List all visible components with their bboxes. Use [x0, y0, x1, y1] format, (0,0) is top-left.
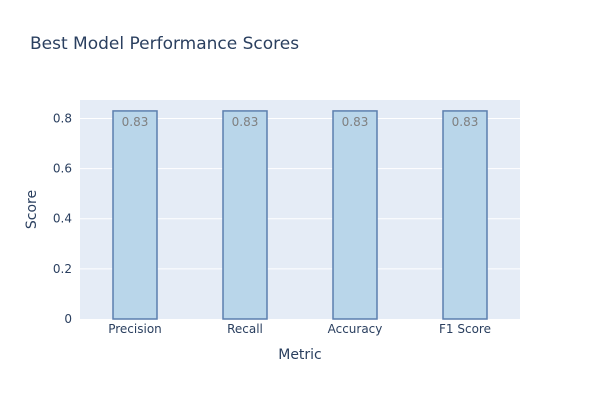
y-tick-label: 0.8 — [53, 111, 72, 125]
x-tick-label: Accuracy — [328, 322, 383, 336]
y-axis-ticks: 0 0.2 0.4 0.6 0.8 — [53, 111, 72, 326]
bar-recall — [222, 110, 268, 320]
y-tick-label: 0.2 — [53, 262, 72, 276]
x-tick-label: F1 Score — [439, 322, 491, 336]
x-axis-ticks: Precision Recall Accuracy F1 Score — [108, 322, 491, 336]
data-label: 0.83 — [122, 115, 149, 129]
x-tick-label: Recall — [227, 322, 263, 336]
data-labels: 0.83 0.83 0.83 0.83 — [122, 115, 479, 129]
y-tick-label: 0.6 — [53, 162, 72, 176]
x-axis-title: Metric — [278, 347, 322, 363]
y-tick-label: 0 — [64, 312, 72, 326]
y-tick-label: 0.4 — [53, 212, 72, 226]
data-label: 0.83 — [232, 115, 259, 129]
bar-f1-score — [442, 110, 488, 320]
x-tick-label: Precision — [108, 322, 162, 336]
bar-precision — [112, 110, 158, 320]
chart-title: Best Model Performance Scores — [30, 34, 300, 54]
data-label: 0.83 — [342, 115, 369, 129]
bar-accuracy — [332, 110, 378, 320]
data-label: 0.83 — [452, 115, 479, 129]
y-axis-title: Score — [24, 190, 40, 229]
bars — [112, 110, 488, 320]
